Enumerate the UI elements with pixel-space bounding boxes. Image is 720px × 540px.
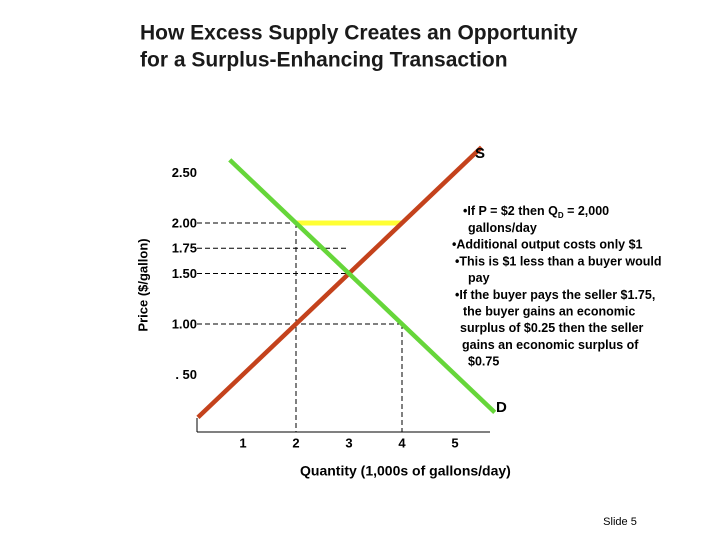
- series-label: S: [475, 145, 485, 162]
- series-label: D: [496, 399, 507, 416]
- y-tick-label: 1.75: [172, 241, 197, 256]
- x-tick-label: 4: [398, 435, 406, 450]
- series-line: [228, 158, 497, 415]
- annotation-line: gallons/day: [468, 221, 537, 235]
- x-axis-label: Quantity (1,000s of gallons/day): [300, 463, 511, 479]
- y-tick-label: 1.50: [172, 266, 197, 281]
- annotation-line: •This is $1 less than a buyer would: [455, 254, 662, 268]
- y-tick-label: . 50: [175, 367, 197, 382]
- annotation-line: •If the buyer pays the seller $1.75,: [455, 288, 655, 302]
- title-line: for a Surplus-Enhancing Transaction: [140, 49, 508, 72]
- annotation-text: = 2,000: [564, 204, 610, 218]
- annotation-line: gains an economic surplus of: [462, 338, 639, 352]
- x-tick-label: 2: [292, 435, 299, 450]
- annotation-line: pay: [468, 271, 490, 285]
- x-tick-label: 5: [451, 435, 458, 450]
- y-tick-label: 1.00: [172, 316, 197, 331]
- annotation-line: $0.75: [468, 355, 499, 369]
- y-tick-label: 2.50: [172, 165, 197, 180]
- x-tick-label: 1: [239, 435, 246, 450]
- annotation-line: •Additional output costs only $1: [452, 238, 643, 252]
- annotation-line: surplus of $0.25 then the seller: [460, 321, 644, 335]
- title-line: How Excess Supply Creates an Opportunity: [140, 22, 578, 45]
- y-tick-label: 2.00: [172, 215, 197, 230]
- annotation-line: •If P = $2 then QD = 2,000: [463, 204, 609, 220]
- x-tick-label: 3: [345, 435, 352, 450]
- series-line: [196, 145, 484, 420]
- annotation-text: •If P = $2 then Q: [463, 204, 558, 218]
- annotation-sub: D: [558, 211, 564, 220]
- footer: Slide 5: [603, 516, 637, 528]
- y-axis-label: Price ($/gallon): [135, 238, 150, 331]
- annotation-line: the buyer gains an economic: [463, 304, 635, 318]
